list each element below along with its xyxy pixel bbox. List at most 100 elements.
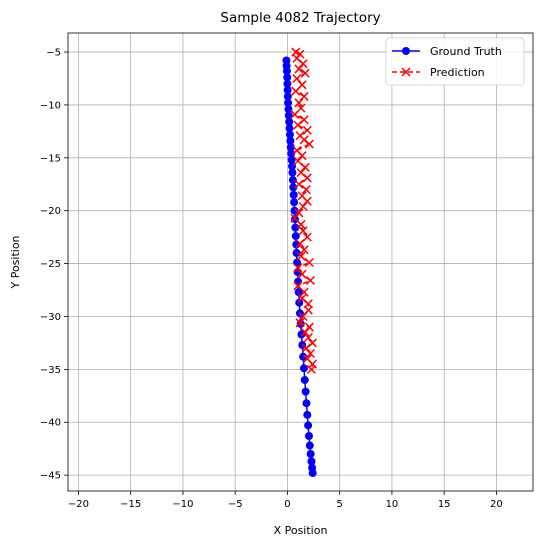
y-tick-label: −45 <box>40 471 61 482</box>
x-tick-label: 15 <box>438 499 451 510</box>
data-point <box>298 201 308 211</box>
data-point <box>290 198 299 207</box>
data-point <box>300 68 310 78</box>
x-axis-label: X Position <box>274 524 328 537</box>
data-point <box>303 305 313 315</box>
data-point <box>295 238 305 249</box>
data-point <box>286 136 295 145</box>
data-point <box>297 151 307 161</box>
data-point <box>302 399 311 408</box>
data-point <box>299 352 308 361</box>
data-point <box>303 333 313 343</box>
data-point <box>293 156 303 166</box>
data-point <box>291 86 301 96</box>
data-point <box>295 49 305 59</box>
data-point <box>301 387 310 396</box>
data-point <box>282 67 291 76</box>
x-tick-label: −20 <box>68 499 89 510</box>
data-point <box>295 318 305 328</box>
data-point <box>296 219 306 229</box>
data-point <box>294 288 303 297</box>
data-point <box>284 98 293 107</box>
data-point <box>297 330 306 339</box>
data-point <box>285 124 294 133</box>
data-point <box>288 176 297 185</box>
x-tick-label: 10 <box>386 499 399 510</box>
data-point <box>285 117 294 126</box>
data-point <box>298 311 308 322</box>
series-ground-truth <box>282 56 317 478</box>
data-point <box>289 190 298 199</box>
data-point <box>302 196 312 206</box>
data-point <box>294 208 304 218</box>
data-point <box>290 109 300 119</box>
data-point <box>294 277 303 286</box>
data-point <box>293 120 303 130</box>
data-point <box>302 125 312 135</box>
plot-series <box>282 47 318 478</box>
data-point <box>290 206 299 215</box>
data-point <box>283 73 292 82</box>
data-point <box>293 263 303 273</box>
data-point <box>304 431 313 440</box>
data-point <box>298 226 308 236</box>
series-prediction <box>290 47 318 374</box>
data-point <box>304 322 314 332</box>
data-point <box>304 421 313 430</box>
chart-title: Sample 4082 Trajectory <box>220 10 380 26</box>
data-point <box>306 449 315 458</box>
data-point <box>307 457 316 466</box>
y-tick-label: −10 <box>40 100 61 111</box>
data-point <box>291 232 300 241</box>
y-tick-label: −40 <box>40 418 61 429</box>
data-point <box>305 441 314 450</box>
legend: Ground Truth Prediction <box>385 37 525 86</box>
data-point <box>304 257 314 268</box>
data-point <box>295 298 304 307</box>
data-point <box>301 343 311 353</box>
data-point <box>294 64 304 74</box>
data-point <box>308 469 317 478</box>
data-point <box>303 410 312 419</box>
x-tick-label: 20 <box>490 499 503 510</box>
data-point <box>286 143 295 152</box>
y-axis-label: Y Position <box>9 235 22 289</box>
data-point <box>283 92 292 101</box>
data-point <box>291 223 300 232</box>
plot-frame <box>67 32 534 492</box>
x-tick-label: 5 <box>336 499 342 510</box>
x-tick-label: −10 <box>172 499 193 510</box>
data-point <box>306 364 317 374</box>
data-point <box>297 269 307 279</box>
y-tick-label: −20 <box>40 206 61 217</box>
data-point <box>299 287 309 297</box>
data-point <box>292 249 301 258</box>
data-point <box>305 275 315 286</box>
x-tick-label: 0 <box>284 499 290 510</box>
data-point <box>302 173 312 183</box>
y-tick-label: −35 <box>40 365 61 376</box>
x-tick-label: −5 <box>228 499 243 510</box>
data-point <box>294 98 304 108</box>
data-point <box>299 91 309 101</box>
data-point <box>285 130 294 139</box>
data-point <box>301 185 311 195</box>
data-point <box>299 364 308 373</box>
data-point <box>287 149 296 158</box>
data-point <box>300 162 310 172</box>
y-axis-ticks: −45 −40 −35 −30 −25 −20 −15 −10 −5 <box>40 48 68 482</box>
y-tick-label: −5 <box>46 48 61 59</box>
y-tick-label: −25 <box>40 259 61 270</box>
data-point <box>288 168 297 177</box>
data-point <box>289 183 298 192</box>
data-point <box>296 251 306 261</box>
data-point <box>294 179 304 189</box>
data-point <box>300 327 310 337</box>
legend-prediction-label: Prediction <box>430 66 485 79</box>
data-point <box>304 139 314 149</box>
data-point <box>299 245 309 255</box>
legend-ground-truth-marker <box>402 47 410 55</box>
data-point <box>287 155 296 164</box>
